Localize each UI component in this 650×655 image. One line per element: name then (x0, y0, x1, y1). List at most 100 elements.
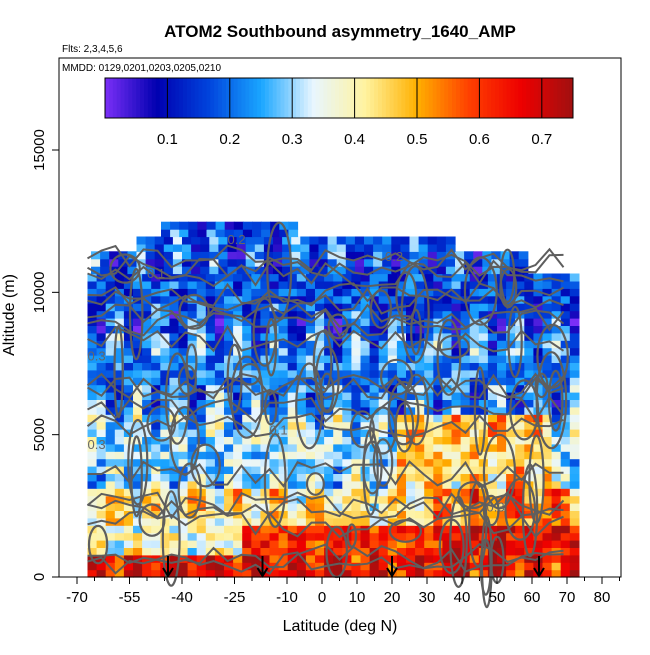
heatmap-cell (114, 532, 125, 541)
heatmap-cell (133, 436, 143, 445)
heatmap-cell (224, 488, 234, 497)
heatmap-cell (327, 251, 338, 260)
heatmap-cell (469, 488, 480, 497)
heatmap-cell (442, 540, 453, 548)
heatmap-cell (160, 547, 170, 556)
heatmap-cell (296, 273, 307, 282)
colorbar-swatch (163, 78, 168, 118)
heatmap-cell (497, 436, 507, 445)
heatmap-cell (233, 355, 243, 363)
colorbar-swatch (432, 78, 437, 118)
heatmap-cell (342, 347, 352, 356)
heatmap-cell (105, 436, 116, 445)
heatmap-cell (151, 540, 161, 548)
heatmap-cell (172, 266, 183, 275)
heatmap-cell (569, 384, 580, 393)
heatmap-cell (133, 562, 143, 571)
heatmap-cell (96, 280, 107, 289)
heatmap-cell (497, 451, 507, 460)
heatmap-cell (478, 347, 489, 356)
heatmap-cell (224, 377, 234, 386)
heatmap-cell (87, 347, 98, 356)
heatmap-cell (442, 488, 453, 497)
heatmap-cell (515, 399, 525, 408)
heatmap-cell (378, 451, 389, 460)
heatmap-cell (345, 258, 356, 267)
heatmap-cell (187, 347, 198, 356)
heatmap-cell (251, 421, 261, 430)
heatmap-cell (105, 451, 116, 460)
x-tick-label: -55 (119, 589, 141, 606)
heatmap-cell (214, 369, 225, 378)
heatmap-cell (487, 429, 498, 437)
heatmap-cell (254, 258, 265, 267)
heatmap-cell (442, 547, 453, 556)
heatmap-cell (542, 318, 553, 326)
contour-line (87, 543, 564, 570)
heatmap-cell (415, 288, 425, 297)
heatmap-cell (560, 340, 571, 349)
heatmap-cell (333, 525, 343, 534)
heatmap-cell (542, 414, 553, 423)
heatmap-cell (305, 540, 316, 548)
heatmap-cell (533, 384, 544, 393)
heatmap-cell (497, 443, 507, 452)
heatmap-cell (278, 318, 289, 326)
heatmap-cell (433, 384, 443, 393)
heatmap-cell (551, 532, 562, 541)
heatmap-cell (269, 458, 280, 467)
heatmap-cell (415, 436, 425, 445)
heatmap-cell (415, 347, 425, 356)
heatmap-cell (569, 421, 580, 430)
heatmap-cell (351, 288, 362, 297)
heatmap-cell (351, 480, 362, 489)
heatmap-cell (105, 547, 116, 556)
heatmap-cell (114, 473, 125, 482)
heatmap-cell (178, 310, 189, 319)
heatmap-cell (224, 221, 235, 230)
heatmap-cell (396, 280, 407, 289)
heatmap-cell (515, 458, 525, 467)
heatmap-cell (351, 340, 362, 349)
heatmap-cell (269, 355, 280, 363)
heatmap-cell (114, 525, 125, 534)
heatmap-cell (133, 303, 143, 312)
heatmap-cell (542, 273, 553, 282)
heatmap-cell (418, 236, 429, 245)
heatmap-cell (151, 569, 161, 578)
heatmap-cell (569, 480, 580, 489)
colorbar-swatch (124, 78, 129, 118)
contour-line (265, 317, 278, 377)
heatmap-cell (196, 540, 207, 548)
heatmap-cell (205, 562, 216, 571)
heatmap-cell (96, 318, 107, 326)
heatmap-cell (342, 295, 352, 304)
heatmap-cell (524, 347, 534, 356)
heatmap-cell (187, 332, 198, 341)
heatmap-cell (451, 429, 462, 437)
heatmap-cell (342, 525, 352, 534)
heatmap-cell (242, 458, 252, 467)
heatmap-cell (254, 251, 265, 260)
heatmap-cell (251, 569, 261, 578)
heatmap-cell (533, 458, 544, 467)
heatmap-cell (318, 258, 329, 267)
contour-label: 0.3 (88, 349, 106, 364)
heatmap-cell (278, 303, 289, 312)
heatmap-cell (305, 347, 316, 356)
heatmap-cell (560, 466, 571, 474)
heatmap-cell (224, 347, 234, 356)
colorbar-swatch (514, 78, 519, 118)
heatmap-cell (233, 325, 243, 334)
heatmap-cell (497, 495, 507, 504)
heatmap-cell (351, 273, 362, 282)
heatmap-cell (387, 355, 398, 363)
heatmap-cell (469, 562, 480, 571)
heatmap-cell (433, 273, 443, 282)
heatmap-cell (360, 362, 371, 371)
heatmap-cell (178, 369, 189, 378)
heatmap-cell (342, 473, 352, 482)
heatmap-cell (123, 280, 134, 289)
heatmap-cell (478, 295, 489, 304)
